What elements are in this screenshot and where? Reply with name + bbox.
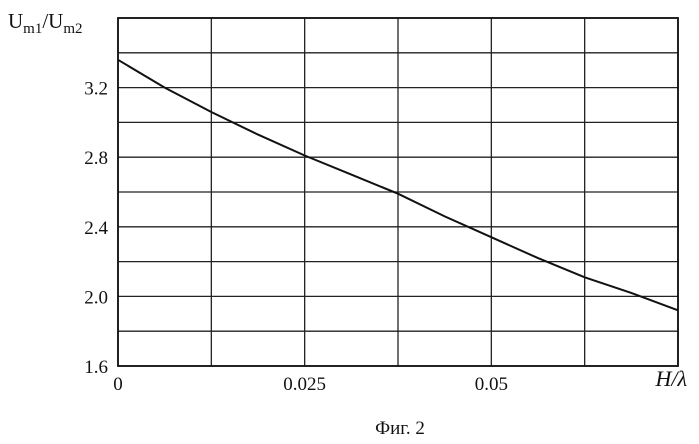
figure-caption: Фиг. 2 <box>375 418 425 439</box>
y-tick-label: 1.6 <box>84 357 108 378</box>
y-label-sub2: m2 <box>63 21 82 37</box>
y-label-sub1: m1 <box>23 21 42 37</box>
x-axis-label: H/λ <box>654 366 687 391</box>
y-tick-label: 2.8 <box>84 148 108 169</box>
y-tick-label: 3.2 <box>84 79 108 100</box>
y-tick-label: 2.0 <box>84 287 108 308</box>
grid-lines <box>118 18 678 366</box>
x-tick-label: 0.025 <box>283 374 326 395</box>
y-label-sep: /U <box>42 9 63 33</box>
y-label-main: U <box>8 9 23 33</box>
x-tick-label: 0 <box>113 374 123 395</box>
y-tick-labels: 1.6 2.0 2.4 2.8 3.2 <box>84 79 108 378</box>
y-axis-label: Um1/Um2 <box>8 9 83 37</box>
x-tick-labels: 0 0.025 0.05 <box>113 374 508 395</box>
x-tick-label: 0.05 <box>475 374 508 395</box>
y-tick-label: 2.4 <box>84 218 108 239</box>
